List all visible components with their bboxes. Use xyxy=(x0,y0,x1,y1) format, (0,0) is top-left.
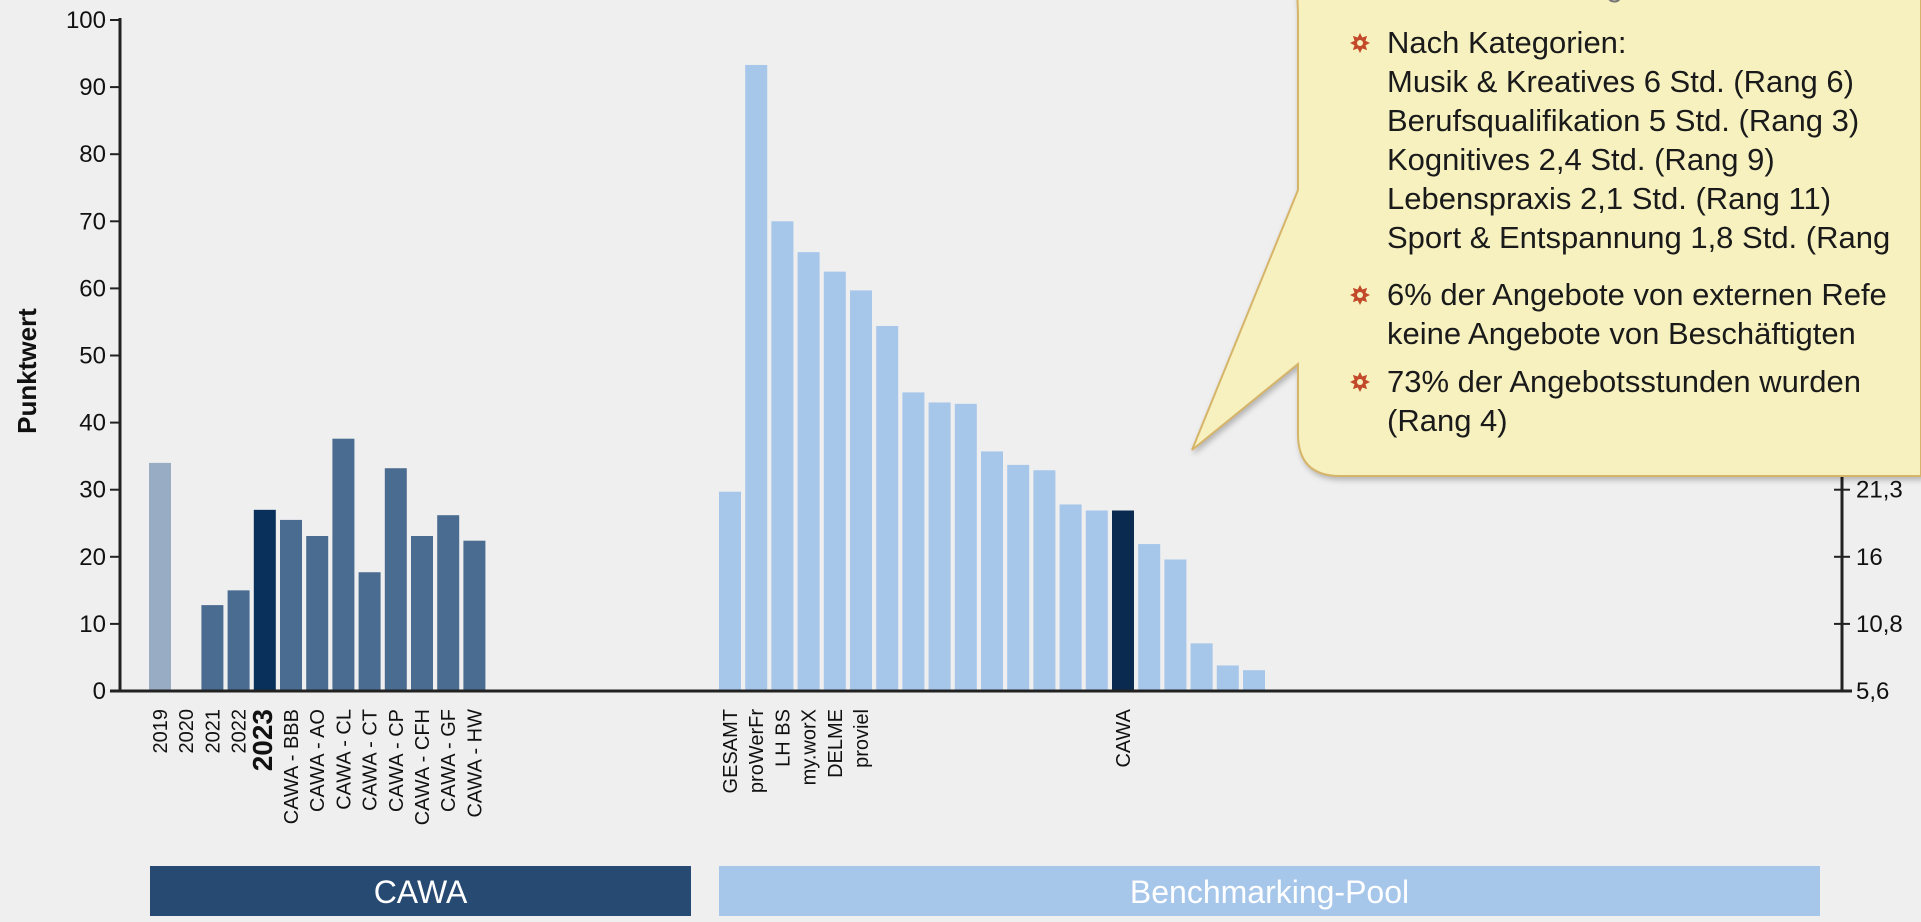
category-label: 2021 xyxy=(202,709,224,754)
bar xyxy=(876,325,899,691)
bar xyxy=(745,64,768,691)
y2-tick-label: 10,8 xyxy=(1856,611,1903,638)
y-tick-label: 50 xyxy=(79,343,106,370)
bar xyxy=(981,451,1003,691)
category-label: GESAMT xyxy=(720,709,742,793)
bar xyxy=(306,535,329,691)
callout-line: 73% der Angebotsstunden wurden xyxy=(1387,364,1861,399)
category-label: 2022 xyxy=(229,709,251,754)
bar xyxy=(1216,665,1239,691)
y-tick-label: 70 xyxy=(79,208,106,235)
callout-line: recht kleines Angebot xyxy=(1387,0,1684,3)
bar xyxy=(1085,510,1108,691)
callout-line: keine Angebote von Beschäftigten xyxy=(1387,316,1856,351)
callout-line: Musik & Kreatives 6 Std. (Rang 6) xyxy=(1387,64,1854,99)
y-tick-label: 100 xyxy=(66,7,106,34)
bar xyxy=(463,540,486,691)
bar xyxy=(437,515,460,691)
category-label: CAWA - HW xyxy=(464,709,486,818)
bar xyxy=(823,271,846,691)
bar xyxy=(1033,470,1056,691)
bar xyxy=(1059,504,1082,691)
y-tick-label: 0 xyxy=(93,678,106,705)
category-label: 2023 xyxy=(247,709,278,771)
bar xyxy=(954,403,977,691)
bar xyxy=(928,402,951,691)
category-label: CAWA - BBB xyxy=(281,709,303,824)
y-tick-label: 40 xyxy=(79,410,106,437)
y-tick-label: 60 xyxy=(79,275,106,302)
y2-tick-label: 21,3 xyxy=(1856,477,1903,504)
category-label: DELME xyxy=(825,709,847,778)
callout-line: Nach Kategorien: xyxy=(1387,25,1627,60)
category-label: proviel xyxy=(851,709,873,768)
callout-line: Kognitives 2,4 Std. (Rang 9) xyxy=(1387,142,1775,177)
bar xyxy=(850,290,872,691)
bar xyxy=(1112,510,1134,691)
bar xyxy=(149,462,171,691)
group-band-label: Benchmarking-Pool xyxy=(1130,874,1409,910)
bullet-icon-center xyxy=(1357,379,1363,385)
category-label: proWerFr xyxy=(746,709,768,793)
y-tick-label: 80 xyxy=(79,141,106,168)
bar xyxy=(1243,670,1265,691)
y2-tick-label: 16 xyxy=(1856,544,1883,571)
y-tick-label: 90 xyxy=(79,74,106,101)
bar xyxy=(253,509,276,691)
category-label: CAWA - AO xyxy=(307,709,329,812)
bar xyxy=(719,491,741,691)
callout: recht kleines Angebot Nach Kategorien: Mus… xyxy=(1191,0,1921,477)
category-label: my.worX xyxy=(799,709,821,785)
group-band-label: CAWA xyxy=(374,874,468,910)
bar xyxy=(1007,464,1030,691)
bar xyxy=(384,468,407,691)
category-label: 2019 xyxy=(150,709,172,754)
bullet-icon-center xyxy=(1357,292,1363,298)
callout-line: Lebenspraxis 2,1 Std. (Rang 11) xyxy=(1387,181,1831,216)
group-bands: CAWA Benchmarking-Pool xyxy=(150,866,1820,916)
bar xyxy=(771,221,794,692)
y-tick-label: 20 xyxy=(79,544,106,571)
category-label: CAWA - CP xyxy=(386,709,408,812)
bar xyxy=(227,590,250,691)
bar xyxy=(797,252,820,691)
bar xyxy=(902,392,925,691)
bar xyxy=(411,535,433,691)
bar xyxy=(1190,643,1213,691)
category-label: 2020 xyxy=(176,709,198,754)
category-label: CAWA - CT xyxy=(360,709,382,811)
bullet-icon-center xyxy=(1357,40,1363,46)
callout-line: Sport & Entspannung 1,8 Std. (Rang xyxy=(1387,220,1890,255)
y-axis-title: Punktwert xyxy=(12,308,42,434)
bar xyxy=(332,438,355,691)
bar xyxy=(1138,544,1161,691)
y2-tick-label: 5,6 xyxy=(1856,678,1889,705)
category-label: CAWA - GF xyxy=(438,709,460,812)
bar xyxy=(358,572,381,691)
callout-box xyxy=(1191,0,1921,477)
category-label: CAWA - CFH xyxy=(412,709,434,825)
group-band xyxy=(150,866,691,916)
category-label: CAWA xyxy=(1113,708,1135,767)
group-band xyxy=(719,866,1820,916)
y-tick-label: 10 xyxy=(79,611,106,638)
callout-line: Berufsqualifikation 5 Std. (Rang 3) xyxy=(1387,103,1859,138)
y-tick-label: 30 xyxy=(79,477,106,504)
callout-line: 6% der Angebote von externen Refe xyxy=(1387,277,1887,312)
bar xyxy=(1164,559,1187,691)
bar xyxy=(280,519,302,691)
category-label: CAWA - CL xyxy=(333,709,355,810)
callout-line: (Rang 4) xyxy=(1387,403,1508,438)
bar xyxy=(201,605,224,691)
bars xyxy=(149,64,1265,692)
category-label: LH BS xyxy=(772,709,794,767)
